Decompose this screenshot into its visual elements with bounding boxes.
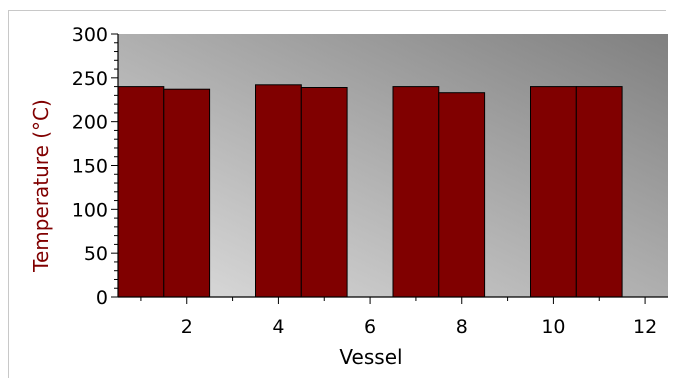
- y-tick-label: 300: [72, 24, 108, 46]
- bar: [575, 86, 623, 298]
- bar: [300, 87, 348, 298]
- bar: [117, 86, 165, 298]
- bar: [255, 84, 302, 298]
- x-tick-label: 8: [456, 316, 468, 338]
- y-tick-label: 200: [72, 112, 108, 134]
- bar: [438, 92, 486, 298]
- axes: [111, 33, 668, 304]
- bar: [163, 88, 211, 298]
- y-axis-label: Temperature (°C): [29, 99, 53, 273]
- x-tick-label: 10: [541, 316, 565, 338]
- x-tick-label: 2: [181, 316, 193, 338]
- tick-labels: 0 50 100 150 200 250 300 2 4 6 8 10 12: [72, 24, 657, 338]
- y-tick-label: 0: [96, 287, 108, 309]
- x-tick-label: 6: [364, 316, 376, 338]
- bar: [530, 86, 577, 298]
- chart-frame: [8, 10, 666, 378]
- bars: [117, 84, 623, 298]
- y-tick-label: 50: [84, 243, 108, 265]
- x-tick-label: 4: [272, 316, 284, 338]
- x-tick-label: 12: [633, 316, 657, 338]
- x-axis-label: Vessel: [339, 345, 402, 369]
- y-tick-label: 250: [72, 68, 108, 90]
- bar: [392, 86, 440, 298]
- y-tick-label: 100: [72, 199, 108, 221]
- y-tick-label: 150: [72, 156, 108, 178]
